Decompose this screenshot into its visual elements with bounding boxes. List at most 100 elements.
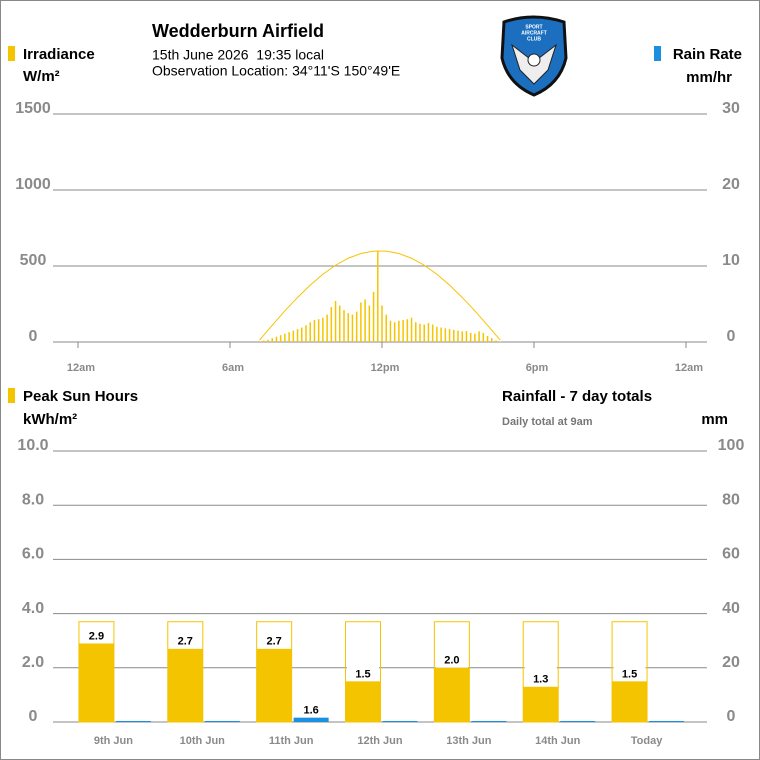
logo: SPORT AIRCRAFT CLUB	[500, 15, 568, 97]
x-tick-label: 9th Jun	[94, 735, 133, 747]
irradiance-bar	[427, 323, 430, 342]
value-label-bg	[258, 622, 291, 649]
rainfall-bar	[649, 721, 685, 722]
value-label-bg	[169, 622, 202, 649]
y2-tick-label: 20	[722, 176, 740, 193]
x-tick-label: 12am	[67, 362, 95, 374]
y-tick-label: 0	[29, 328, 38, 345]
irradiance-bar	[301, 327, 303, 342]
irradiance-bar	[322, 317, 324, 342]
value-label: 1.5	[355, 668, 370, 680]
y-tick-label: 0	[29, 708, 38, 725]
irradiance-bar	[381, 305, 383, 342]
irradiance-bar	[258, 341, 261, 342]
value-label: 1.6	[303, 705, 318, 717]
value-label-bg	[347, 622, 379, 682]
y2-tick-label: 60	[722, 546, 740, 563]
irradiance-bar	[419, 323, 421, 342]
y2-tick-label: 80	[722, 491, 740, 508]
irradiance-bar	[457, 330, 459, 342]
irradiance-bar	[343, 310, 345, 342]
sun-hours-bar	[434, 667, 470, 722]
y-tick-label: 8.0	[22, 491, 44, 508]
irradiance-bar	[313, 319, 316, 342]
irradiance-bar	[461, 331, 463, 342]
rainfall-bar	[560, 721, 596, 722]
y-tick-label: 1000	[15, 176, 51, 193]
irradiance-bar	[453, 329, 455, 342]
irradiance-bar	[271, 338, 273, 342]
irradiance-bar	[368, 305, 371, 342]
irradiance-bar	[284, 333, 286, 342]
value-label-bg	[80, 622, 113, 644]
irradiance-bar	[275, 336, 278, 342]
rainfall-bar	[115, 721, 151, 722]
irradiance-bar	[351, 314, 354, 342]
y-unit: W/m²	[23, 68, 60, 85]
x-tick-label: 12am	[675, 362, 703, 374]
y2-unit: mm	[701, 411, 728, 428]
irradiance-bar	[339, 305, 341, 342]
irradiance-bar	[478, 331, 480, 342]
sun-hours-bar	[345, 681, 381, 722]
rainfall-bar	[204, 721, 240, 722]
y2-tick-label: 0	[727, 328, 736, 345]
irradiance-bar	[309, 322, 311, 342]
irradiance-bar	[423, 324, 425, 342]
value-label-bg	[435, 622, 468, 668]
y-tick-label: 6.0	[22, 546, 44, 563]
x-tick-label: 14th Jun	[535, 735, 581, 747]
y2-tick-label: 100	[718, 437, 745, 454]
value-label: 2.7	[178, 636, 193, 648]
y2-tick-label: 30	[722, 100, 740, 117]
irradiance-bar	[389, 320, 392, 342]
y-tick-label: 500	[20, 252, 47, 269]
value-label-bg	[524, 622, 557, 687]
y-tick-label: 10.0	[17, 437, 48, 454]
irradiance-bar	[474, 333, 476, 342]
irradiance-bar	[385, 314, 387, 342]
sun-hours-bar	[523, 686, 559, 722]
y-label: Irradiance	[23, 46, 95, 63]
rainfall-bar	[471, 721, 507, 722]
irradiance-bar	[279, 335, 282, 342]
y-unit: kWh/m²	[23, 411, 77, 428]
irradiance-bar	[469, 332, 472, 342]
irradiance-bar	[482, 332, 485, 342]
logo-text: CLUB	[527, 36, 541, 42]
y2-tick-label: 10	[722, 252, 740, 269]
logo-text: AIRCRAFT	[521, 30, 547, 36]
irradiance-bar	[486, 335, 489, 342]
x-tick-label: 6am	[222, 362, 244, 374]
y-tick-label: 1500	[15, 100, 51, 117]
irradiance-bar	[334, 300, 337, 342]
irradiance-bar	[263, 340, 265, 342]
irradiance-bar	[360, 302, 362, 342]
y2-tick-label: 0	[727, 708, 736, 725]
clear-sky-curve	[259, 250, 501, 341]
y2-tick-label: 40	[722, 600, 740, 617]
legend-chip	[8, 46, 15, 61]
y-label: Peak Sun Hours	[23, 388, 138, 405]
value-label: 1.3	[533, 674, 548, 686]
irradiance-bar	[440, 327, 442, 342]
sun-hours-bar	[256, 648, 292, 722]
irradiance-bar	[406, 319, 409, 342]
logo-text: SPORT	[525, 24, 542, 30]
sun-hours-bar	[612, 681, 648, 722]
irradiance-bar	[326, 314, 328, 342]
irradiance-bar	[372, 291, 375, 342]
irradiance-bar	[288, 332, 290, 342]
irradiance-bar	[431, 324, 434, 342]
rainfall-bar	[293, 717, 329, 722]
irradiance-bar	[393, 322, 396, 342]
legend-chip	[8, 388, 15, 403]
date: 15th June 2026 19:35 local	[152, 47, 324, 63]
x-tick-label: 12pm	[371, 362, 400, 374]
irradiance-bar	[444, 328, 447, 342]
y2-tick-label: 20	[722, 654, 740, 671]
rainfall-bar	[382, 721, 418, 722]
irradiance-bar	[317, 319, 320, 342]
irradiance-bar	[292, 330, 295, 342]
